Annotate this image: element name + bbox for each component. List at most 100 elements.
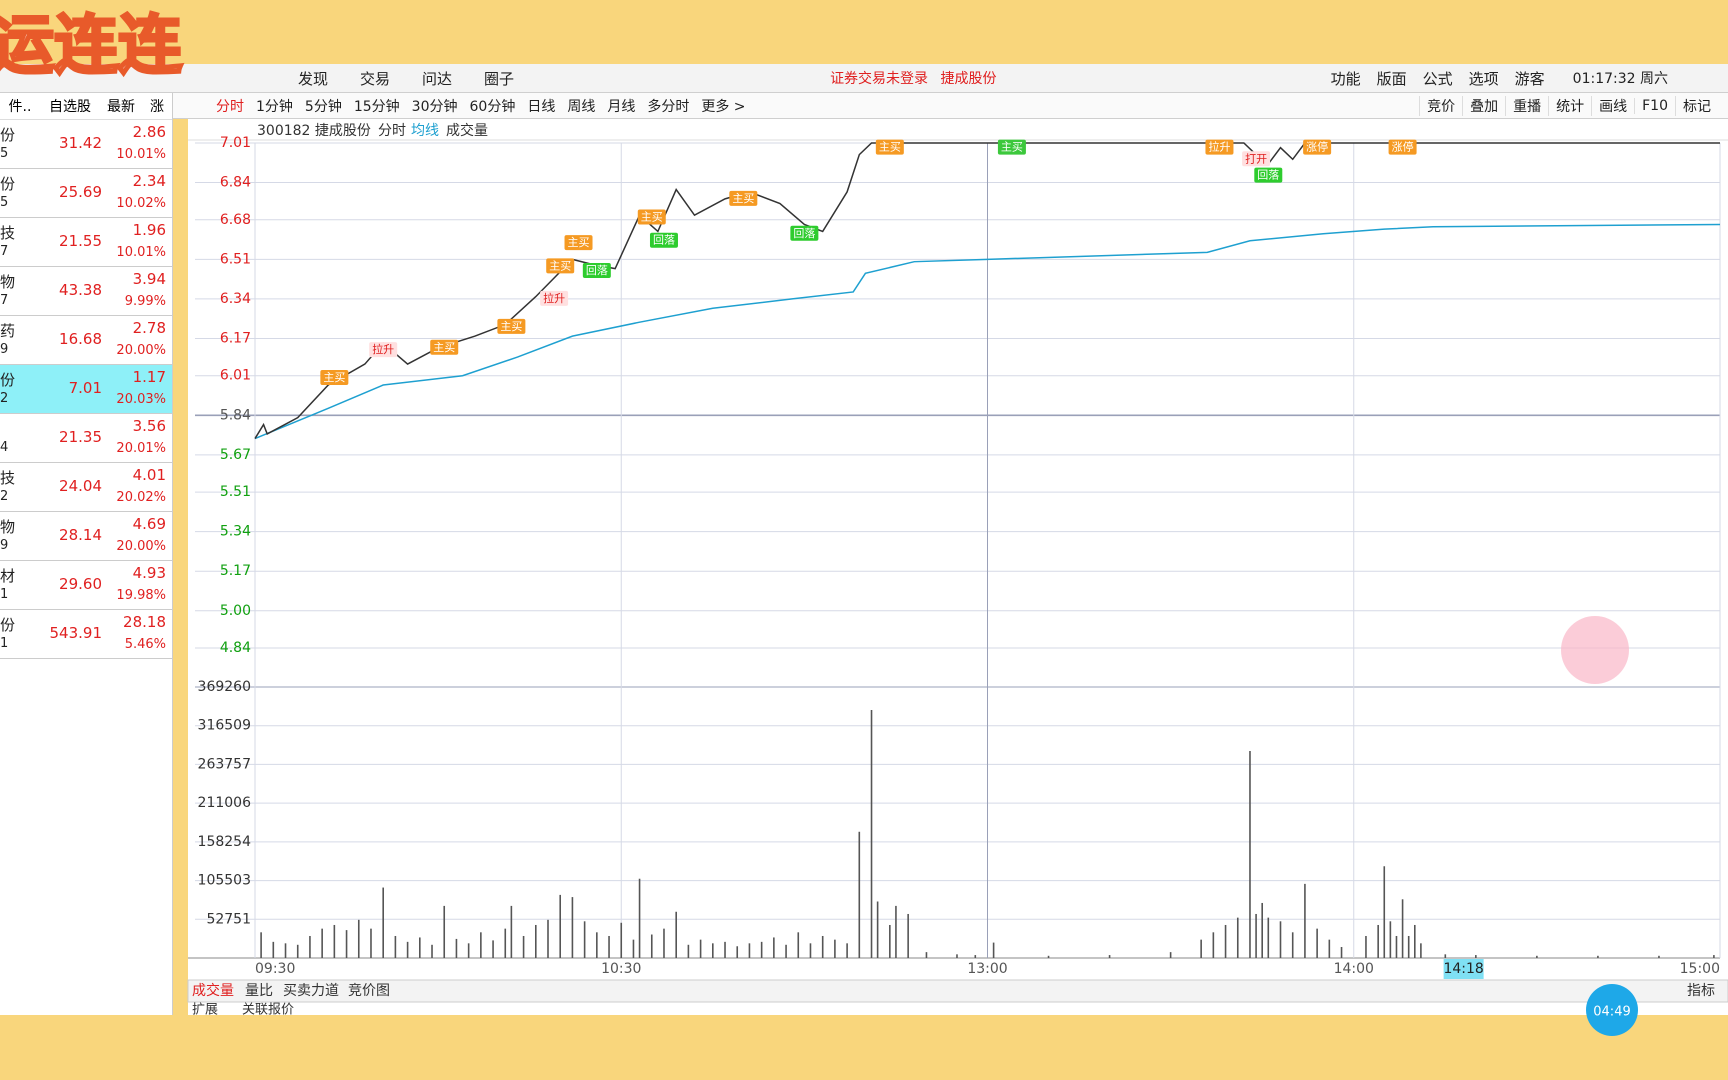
column-header[interactable]: 件.. [8,99,32,115]
period-tab[interactable]: 60分钟 [469,98,516,115]
watchlist: 件.. 自选股 最新涨 份 5 31.42 2.86 10.01% 份 5 25.69 2.34 10… [0,93,173,1015]
change: 4.69 [132,515,166,533]
column-header[interactable]: 最新 [107,99,135,115]
price: 43.38 [59,281,102,299]
price: 29.60 [59,575,102,593]
watch-row[interactable]: 技 7 21.55 1.96 10.01% [0,218,172,267]
cursor-label: 14:18 [1443,961,1483,977]
bottom-tab: 量比 [245,983,273,999]
tool-button[interactable]: 标记 [1675,95,1718,116]
bottom-tab: 买卖力道 [283,983,339,999]
login-notice[interactable]: 证券交易未登录 [830,71,929,87]
signal-badge [1205,139,1234,155]
stock-name: 份 [0,126,16,144]
stock-name: 份 [0,371,16,389]
tab-strip [187,979,1728,1003]
signal-label: 主买 [879,141,901,154]
price-line [254,142,1720,439]
y-tick-label: 5.84 [220,407,251,423]
tool-button[interactable]: 统计 [1548,95,1591,116]
menu-item[interactable]: 版面 [1376,69,1407,88]
watch-row[interactable]: 技 2 24.04 4.01 20.02% [0,463,172,512]
cursor-box [1443,959,1484,979]
menu-item[interactable]: 圈子 [484,69,515,88]
pct: 20.00% [116,343,166,358]
period-tab[interactable]: 日线 [527,98,556,115]
signal-badge [430,339,459,355]
stock-name: 物 [0,518,16,536]
period-tab[interactable]: 30分钟 [411,98,458,115]
pct: 20.00% [116,539,166,554]
tool-button[interactable]: 竞价 [1419,95,1462,116]
y-tick-label: 6.34 [220,291,251,307]
signal-badge [1242,151,1271,167]
period-tab[interactable]: 更多 > [701,98,746,115]
pct: 10.01% [116,147,166,162]
menu-item[interactable]: 功能 [1330,69,1361,88]
tool-button[interactable]: F10 [1634,97,1675,114]
volume-tick-label: 158254 [198,834,252,850]
signal-badge [790,225,819,241]
signal-label: 涨停 [1392,140,1414,154]
x-tick-label: 14:00 [1334,961,1374,977]
period-tab[interactable]: 分时 [216,98,244,115]
change: 2.34 [132,172,166,190]
period-tab[interactable]: 月线 [607,98,636,115]
column-header[interactable]: 自选股 [49,99,91,115]
x-tick-label: 13:00 [967,961,1007,977]
stock-code: 2 [0,489,9,504]
menu-item[interactable]: 问达 [422,69,453,88]
y-tick-label: 6.84 [220,175,251,191]
menu-bar: 发现 交易 问达 圈子 证券交易未登录 捷成股份 功能 版面 公式 选项 游客 01:17:3… [0,64,1728,93]
change: 4.01 [132,466,166,484]
change: 3.56 [132,417,166,435]
watch-row[interactable]: 4 21.35 3.56 20.01% [0,414,172,463]
watch-row[interactable]: 份 5 25.69 2.34 10.02% [0,169,172,218]
signal-label: 主买 [433,341,455,354]
volume-tick-label: 211006 [198,795,252,811]
tool-button[interactable]: 重播 [1505,95,1548,116]
watch-row[interactable]: 物 9 28.14 4.69 20.00% [0,512,172,561]
watch-row[interactable]: 物 7 43.38 3.94 9.99% [0,267,172,316]
menu-item[interactable]: 选项 [1468,69,1499,88]
chart-header: 均线 [411,123,439,139]
chart-header: 分时 [378,123,406,139]
signal-label: 主买 [641,210,663,223]
period-tab[interactable]: 多分时 [647,98,690,115]
watch-row[interactable]: 份 1 543.91 28.18 5.46% [0,610,172,659]
period-tab[interactable]: 1分钟 [256,98,293,115]
menu-item[interactable]: 公式 [1422,69,1453,88]
menu-item[interactable]: 交易 [360,69,391,88]
tool-button[interactable]: 叠加 [1462,95,1505,116]
menu-right: 功能 版面 公式 选项 游客 [1323,68,1553,89]
menu-item[interactable]: 发现 [298,69,329,88]
period-tab[interactable]: 15分钟 [353,98,400,115]
column-header[interactable]: 涨 [150,99,164,115]
watch-row[interactable]: 药 9 16.68 2.78 20.00% [0,316,172,365]
y-tick-label: 6.01 [220,368,251,384]
signal-badge [1388,139,1417,155]
stock-code: 9 [0,538,9,553]
volume-tick-label: 316509 [198,718,251,734]
stock-name: 药 [0,322,16,340]
clock: 01:17:32 周六 [1572,71,1668,87]
stock-name[interactable]: 捷成股份 [940,71,997,87]
volume-tick-label: 369260 [198,679,251,695]
tool-button[interactable]: 画线 [1591,95,1634,116]
watch-row[interactable]: 材 1 29.60 4.93 19.98% [0,561,172,610]
period-tab[interactable]: 周线 [567,98,596,115]
signal-label: 回落 [653,234,675,247]
signal-label: 主买 [732,192,754,205]
menu-item[interactable]: 游客 [1514,69,1545,88]
stock-code: 2 [0,391,9,406]
period-tab[interactable]: 5分钟 [304,98,342,115]
stock-code: 7 [0,244,9,259]
volume-tick-label: 105503 [198,873,251,889]
watch-row[interactable]: 份 5 31.42 2.86 10.01% [0,120,172,169]
chart-header: 300182 捷成股份 [257,123,371,139]
x-tick-label: 15:00 [1680,961,1720,977]
price: 28.14 [59,526,102,544]
x-tick-label: 09:30 [255,961,295,977]
watch-row[interactable]: 份 2 7.01 1.17 20.03% [0,365,172,414]
signal-badge [997,139,1026,155]
